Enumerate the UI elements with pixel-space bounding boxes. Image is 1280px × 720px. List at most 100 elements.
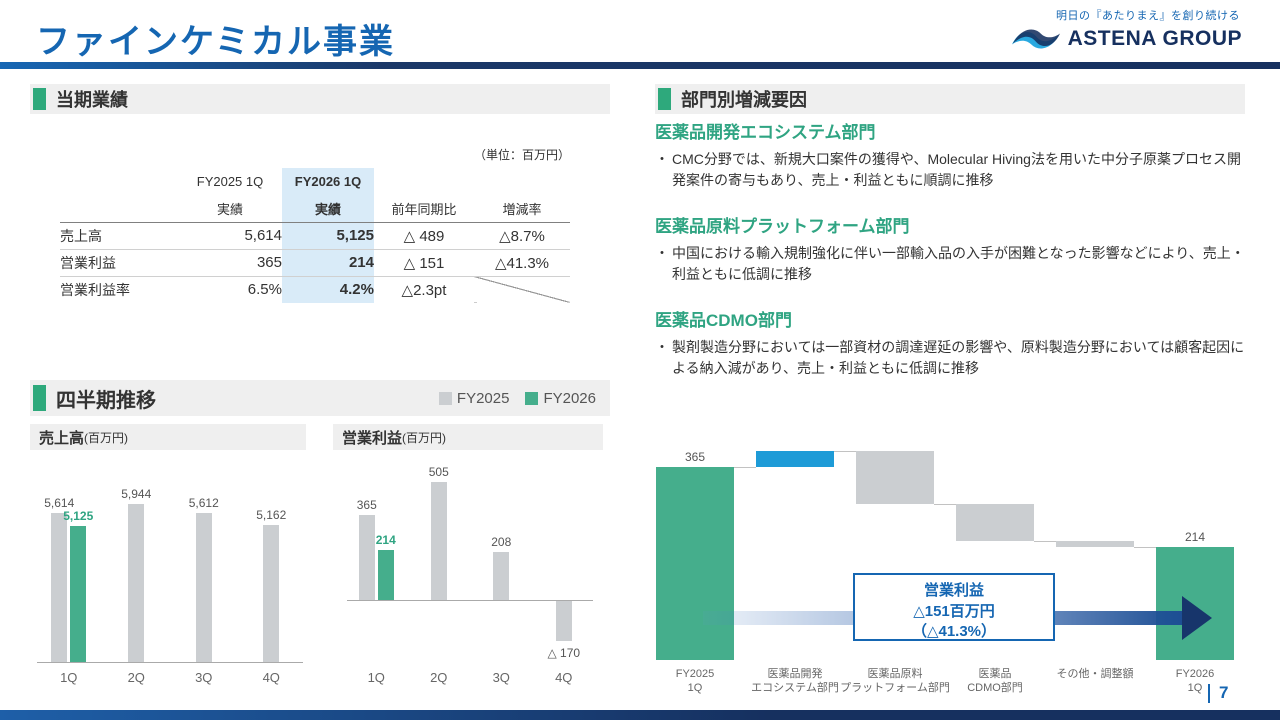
x-axis-line [347,600,593,601]
col-header-fy2026: FY2026 1Q [282,168,374,195]
page-number-value: 7 [1219,683,1229,702]
cell-fy2026: 214 [282,249,374,277]
page-title: ファインケミカル事業 [36,23,395,61]
astena-group-logo: ASTENA GROUP [1011,26,1242,52]
callout-line-2: △151百万円 [913,602,995,620]
col-header-fy2025: FY2025 1Q [196,174,264,189]
cell-fy2025: 365 [178,249,282,277]
bar-fy2025-1Q [51,513,68,662]
waterfall-bar [956,503,1034,541]
quarterly-section-header: 四半期推移 FY2025 FY2026 [30,380,610,416]
bar-value-label: 214 [375,533,396,548]
profit-chart-title: 営業利益 [342,429,403,447]
segment-bullet: 製剤製造分野においては一部資材の調達遅延の影響や、原料製造分野においては顧客起因… [655,337,1247,379]
waterfall-value-label: 214 [1184,529,1206,544]
waterfall-bar [656,466,734,660]
green-accent-block [33,88,46,110]
sales-chart-header: 売上高 (百万円) [30,424,306,450]
operating-profit-waterfall-chart: 営業利益 △151百万円 （△41.3%） 365 FY2025 1Q 医薬品開発 … [645,445,1245,705]
factors-content: 医薬品開発エコシステム部門 CMC分野では、新規大口案件の獲得や、Molecul… [655,118,1247,400]
green-accent-block [658,88,671,110]
bar-value-label: 5,944 [121,487,152,502]
segment-bullet: 中国における輸入規制強化に伴い一部輸入品の入手が困難となった影響などにより、売上… [655,243,1247,285]
sub-header-yoy: 前年同期比 [374,195,474,223]
axis-category-label: 3Q [195,670,213,685]
callout-line-1: 営業利益 [923,582,984,599]
bar-fy2026-1Q [377,550,394,600]
results-section-header: 当期業績 [30,84,610,114]
cell-yoy: △ 489 [374,222,474,250]
waterfall-value-label: 365 [684,449,706,464]
sub-header-actual-fy2025: 実績 [178,195,282,223]
decline-arrow-head-icon [1182,596,1212,640]
axis-category-label: 医薬品原料 プラットフォーム部門 [840,668,950,695]
waterfall-bar [1056,540,1134,547]
bar-fy2025-3Q [493,551,510,600]
empty-cell [374,168,474,195]
bar-value-label: △ 170 [547,645,581,660]
profit-chart-unit: (百万円) [402,430,447,445]
factor-item-ecosystem: 医薬品開発エコシステム部門 CMC分野では、新規大口案件の獲得や、Molecul… [655,118,1247,191]
table-sub-header-row: 実績 実績 前年同期比 増減率 [60,195,570,223]
bar-value-label: 5,162 [256,508,287,523]
bar-fy2025-3Q [195,513,212,662]
axis-category-label: 医薬品 CDMO部門 [967,668,1023,695]
legend-label: FY2026 [543,389,596,407]
bar-fy2025-4Q [555,601,572,641]
bar-fy2025-2Q [128,504,145,662]
green-accent-block [33,385,46,411]
sub-header-actual-fy2026: 実績 [282,195,374,223]
bar-value-label: 5,125 [63,509,94,524]
table-row-sales: 売上高 5,614 5,125 △ 489 △8.7% [60,222,570,250]
header-divider [0,62,1280,69]
waterfall-connector [1034,540,1056,542]
results-table: FY2025 1Q FY2026 1Q 実績 実績 前年同期比 増減率 売上高 … [60,168,570,303]
segment-heading: 医薬品CDMO部門 [655,311,792,330]
profit-bar-chart: 365 214 1Q 505 2Q 208 3Q △ 170 4Q [345,452,595,697]
bar-value-label: 208 [491,534,512,549]
axis-category-label: FY2026 1Q [1175,668,1215,695]
fy2025-legend-swatch [438,391,452,405]
sales-chart-title: 売上高 [39,429,85,447]
legend-label: FY2025 [456,389,510,407]
bar-fy2025-1Q [358,514,375,600]
waterfall-connector [1134,546,1156,548]
axis-category-label: 2Q [430,670,448,685]
row-label: 営業利益 [60,249,178,277]
cell-rate: △8.7% [474,222,570,250]
empty-cell [60,168,178,195]
waterfall-bar [756,450,834,467]
cell-fy2025: 5,614 [178,222,282,250]
unit-note: （単位：百万円） [473,148,570,162]
waterfall-bar [856,450,934,504]
profit-change-callout: 営業利益 △151百万円 （△41.3%） [853,573,1055,641]
legend-item-fy2026: FY2026 [525,390,596,407]
cell-yoy: △ 151 [374,249,474,277]
x-axis-line [37,662,303,663]
factors-section-title: 部門別増減要因 [681,90,807,110]
cell-yoy: △2.3pt [401,281,447,299]
cell-fy2026: 5,125 [282,222,374,250]
factor-item-cdmo: 医薬品CDMO部門 製剤製造分野においては一部資材の調達遅延の影響や、原料製造分… [655,306,1247,379]
axis-category-label: その他・調整額 [1056,668,1134,680]
callout-line-3: （△41.3%） [911,623,997,641]
quarterly-section-title: 四半期推移 [56,389,156,412]
axis-category-label: 医薬品開発 エコシステム部門 [751,668,839,695]
axis-category-label: FY2025 1Q [675,668,715,695]
empty-cell [474,168,570,195]
cell-rate-na [474,276,570,303]
table-group-header-row: FY2025 1Q FY2026 1Q [60,168,570,195]
astena-wave-icon [1011,29,1060,49]
fy2026-legend-swatch [525,391,539,405]
logo-wordmark: ASTENA GROUP [1067,27,1242,50]
axis-category-label: 2Q [127,670,145,685]
bar-fy2025-4Q [263,525,280,662]
cell-fy2025: 6.5% [247,281,282,299]
cell-rate: △41.3% [474,249,570,277]
axis-category-label: 4Q [262,670,280,685]
table-row-operating-margin: 営業利益率 6.5% 4.2% △2.3pt [60,276,570,303]
axis-category-label: 1Q [367,670,385,685]
factors-section-header: 部門別増減要因 [655,84,1245,114]
profit-chart-header: 営業利益 (百万円) [333,424,603,450]
footer-bar [0,710,1280,720]
